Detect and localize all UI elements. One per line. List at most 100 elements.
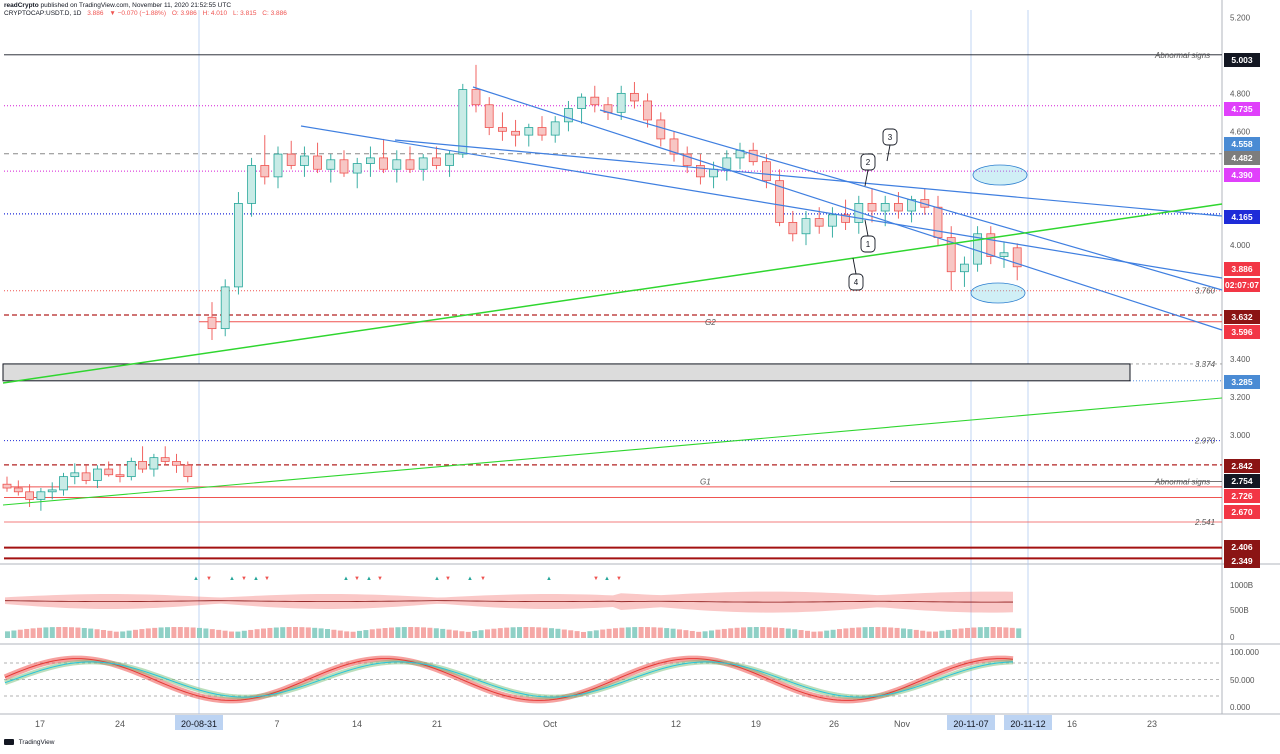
level-text: G2 (705, 318, 716, 327)
signal-marker: ▼ (445, 576, 451, 582)
price-label: 2.726 (1231, 491, 1253, 501)
price-label-box (1224, 489, 1260, 503)
signal-marker: ▲ (366, 576, 372, 582)
time-highlight-box (947, 715, 995, 730)
time-tick: 7 (274, 719, 279, 729)
price-tick: 4.800 (1230, 89, 1251, 98)
price-label-box (1224, 540, 1260, 554)
volume-bar (965, 627, 970, 638)
price-tick: 3.000 (1230, 431, 1251, 440)
volume-bar (715, 629, 721, 638)
volume-bar (625, 627, 631, 638)
volume-bar (984, 627, 990, 638)
volume-bar (235, 631, 241, 638)
trend-line (599, 109, 1223, 291)
volume-bar (997, 627, 1002, 638)
candle (630, 92, 639, 102)
candle (577, 96, 586, 109)
volume-bar (30, 628, 36, 638)
volume-bar (408, 627, 414, 638)
time-tick: 24 (115, 719, 125, 729)
signal-marker: ▼ (206, 576, 212, 582)
volume-bar (1016, 628, 1022, 638)
volume-bar (299, 627, 305, 638)
volume-bar (113, 631, 119, 638)
volume-bar (344, 631, 350, 638)
volume-bar (574, 631, 580, 638)
candle (138, 461, 148, 470)
time-highlight-box (1004, 715, 1052, 730)
volume-bar (414, 627, 420, 638)
candle (458, 89, 468, 155)
volume-bar (920, 630, 926, 638)
volume-bar (209, 629, 215, 638)
volume-bar (670, 628, 676, 638)
price-label: 4.165 (1231, 212, 1253, 222)
volume-bar (37, 627, 42, 638)
signal-marker: ▼ (616, 576, 622, 582)
candle (260, 165, 270, 178)
volume-bar (273, 627, 279, 638)
volume-bar (120, 631, 126, 638)
volume-bar (542, 627, 548, 638)
candle (933, 206, 943, 238)
level-text: G1 (700, 478, 711, 487)
signal-marker: ▼ (264, 576, 270, 582)
volume-bar (75, 627, 81, 638)
volume-bar (843, 628, 849, 638)
candle (867, 203, 877, 212)
volume-bar (958, 628, 964, 638)
volume-bar (875, 627, 881, 638)
volume-bar (1009, 627, 1015, 638)
volume-bar (254, 629, 260, 638)
volume-bar (798, 630, 804, 638)
volume-bar (587, 631, 593, 638)
volume-bar (56, 627, 62, 638)
volume-bar (11, 630, 17, 638)
volume-bar (43, 627, 49, 638)
volume-bar (523, 627, 529, 638)
candle (59, 476, 68, 491)
volume-bar (5, 631, 10, 638)
volume-bar (241, 630, 247, 638)
ohlc-line: CRYPTOCAP:USDT.D, 1D 3.886 ▼ −0.070 (−1.… (4, 10, 291, 18)
price-label-box (1224, 137, 1260, 151)
published-text: published on TradingView.com, November 1… (40, 2, 232, 9)
volume-bar (632, 627, 638, 638)
volume-bar (824, 630, 830, 638)
candle (418, 157, 428, 170)
volume-bar (664, 628, 670, 638)
candle (696, 165, 705, 178)
candle (748, 149, 758, 163)
signal-marker: ▼ (377, 576, 383, 582)
stoch-d-line (4, 661, 1014, 698)
price-label-box (1224, 210, 1260, 224)
stoch-tick: 50.000 (1230, 676, 1255, 685)
candle (70, 472, 80, 478)
volume-bar (421, 627, 426, 638)
tradingview-logo-icon (4, 739, 14, 746)
cloud-band (5, 591, 1013, 613)
open-label: O: 3.986 (171, 10, 197, 17)
price-label: 3.632 (1231, 312, 1253, 322)
price-label-box (1224, 375, 1260, 389)
last-price: 3.886 (87, 10, 104, 17)
level-text: 2.970 (1194, 437, 1216, 446)
price-tick: 3.400 (1230, 355, 1251, 364)
level-text: Abnormal signs (1154, 51, 1210, 60)
volume-bar (229, 631, 234, 638)
volume-bar (389, 627, 394, 638)
candle (326, 159, 336, 170)
candle (656, 119, 666, 140)
volume-bar (657, 627, 663, 638)
volume-bar (165, 627, 170, 638)
volume-bar (689, 630, 695, 638)
volume-bar (510, 627, 516, 638)
candle (775, 180, 784, 223)
volume-bar (926, 631, 932, 638)
candle (352, 163, 362, 174)
candle (47, 489, 57, 493)
candle (286, 153, 296, 166)
candle (25, 491, 35, 500)
